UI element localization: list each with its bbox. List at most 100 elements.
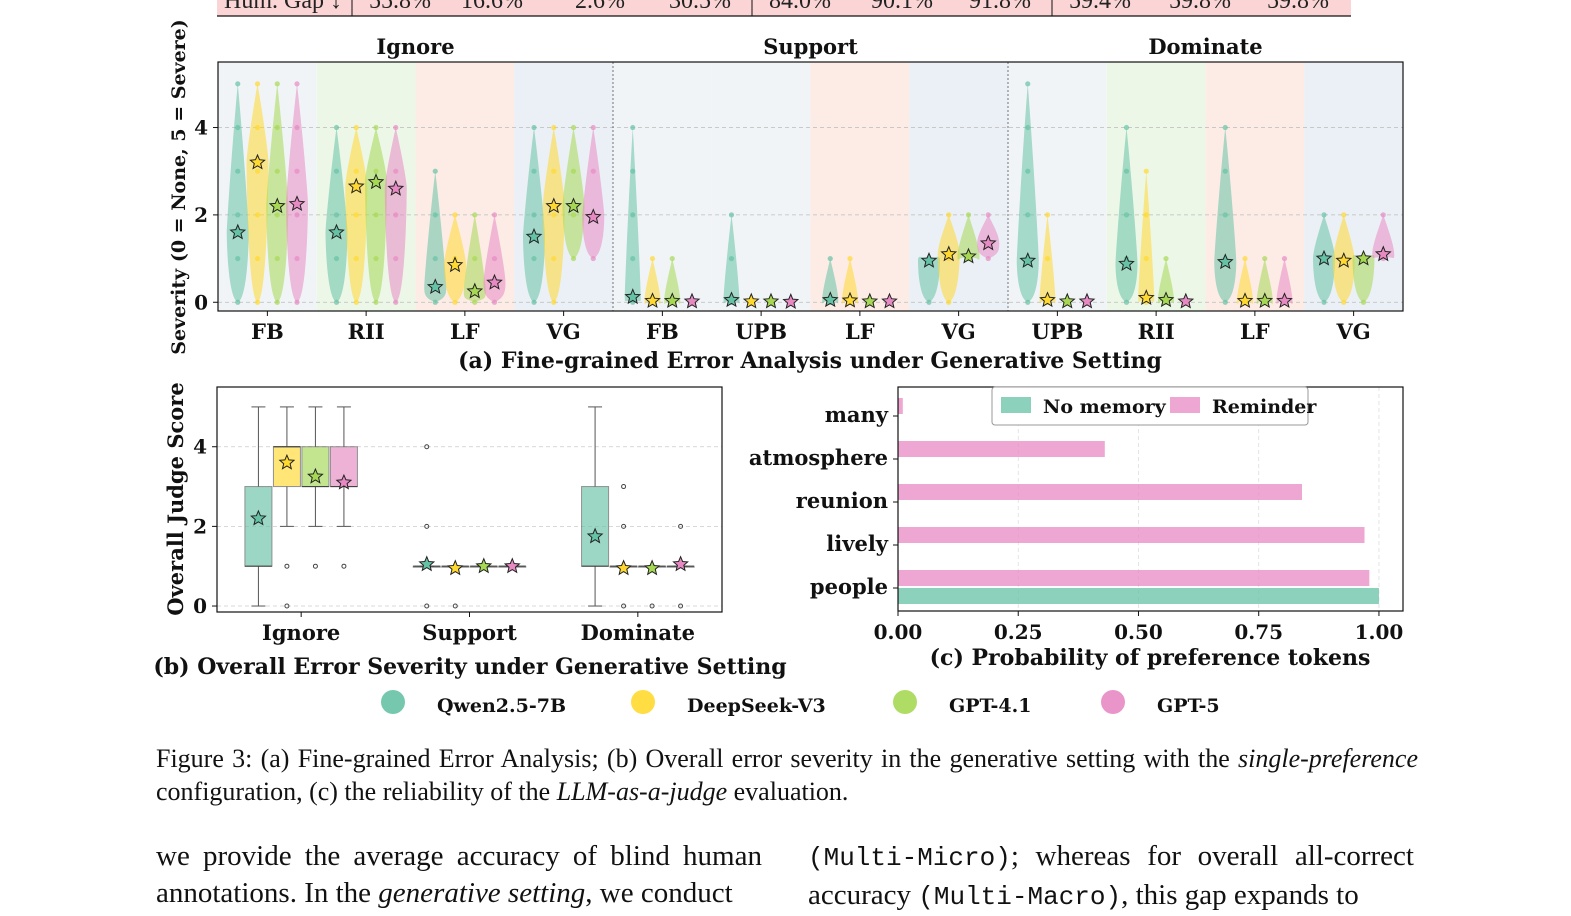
mean-star <box>821 291 839 308</box>
table-cell: 16.6% <box>461 0 523 14</box>
table-cell: 91.8% <box>969 0 1031 14</box>
mean-star <box>1355 249 1372 266</box>
body-column-right: (Multi-Micro); whereas for overall all-c… <box>808 838 1414 916</box>
mean-star <box>288 195 306 212</box>
data-point <box>946 299 952 305</box>
mean-star <box>426 278 444 295</box>
mean-star <box>1039 291 1056 308</box>
mean-star <box>475 557 493 574</box>
table-row-bg <box>217 0 1351 16</box>
y-tick-label: 4 <box>194 116 208 140</box>
y-tick-label: reunion <box>796 488 888 513</box>
data-point <box>531 168 537 174</box>
data-point <box>570 168 577 174</box>
legend-marker <box>1101 690 1125 714</box>
data-point <box>333 255 340 262</box>
data-point <box>531 212 537 218</box>
mean-star <box>387 179 405 196</box>
mean-star <box>672 555 689 572</box>
mean-star <box>723 291 740 308</box>
mean-star <box>307 467 324 484</box>
data-point <box>432 212 438 218</box>
data-point <box>1025 124 1031 131</box>
data-point <box>1321 299 1327 305</box>
mean-star <box>503 557 521 574</box>
violin-body <box>246 83 269 303</box>
data-point <box>294 168 300 174</box>
data-point <box>1360 299 1367 305</box>
outlier <box>312 563 318 569</box>
data-point <box>1341 212 1347 218</box>
data-point <box>1025 168 1031 174</box>
data-point <box>294 81 300 87</box>
legend-marker <box>381 690 405 714</box>
x-tick-label: VG <box>546 319 581 344</box>
data-point <box>472 299 478 305</box>
mean-star <box>1216 253 1234 270</box>
data-point <box>590 124 596 131</box>
mean-star <box>920 252 938 268</box>
mean-star <box>347 177 365 194</box>
legend-label: Reminder <box>1212 396 1317 418</box>
mean-star <box>418 555 436 572</box>
data-point <box>1123 168 1130 174</box>
outlier <box>452 603 458 609</box>
data-point <box>254 255 261 262</box>
mean-star <box>1157 291 1175 308</box>
table-row-label: Hum. Gap ↓ <box>224 0 342 14</box>
data-point <box>254 212 261 218</box>
violin-body <box>286 83 308 303</box>
x-tick-label: RII <box>348 319 385 344</box>
y-tick-label: 0 <box>194 290 208 314</box>
panel-a-title: (a) Fine-grained Error Analysis under Ge… <box>458 348 1162 374</box>
x-tick-label: UPB <box>735 319 787 344</box>
data-point <box>333 299 340 305</box>
data-point <box>926 299 932 305</box>
mean-star <box>446 256 464 273</box>
data-point <box>1123 299 1130 305</box>
mean-star <box>1374 245 1392 262</box>
data-point <box>393 255 399 262</box>
legend-swatch-reminder <box>1170 397 1200 413</box>
x-tick-label: LF <box>450 319 480 344</box>
data-point <box>1044 255 1051 262</box>
data-point <box>1143 212 1149 218</box>
data-point <box>1044 212 1051 218</box>
table-cell: 2.6% <box>575 0 625 14</box>
data-point <box>254 299 261 305</box>
outlier <box>649 603 655 609</box>
data-point <box>728 255 735 262</box>
bar <box>898 398 903 414</box>
legend-swatch-no-memory <box>1001 397 1031 413</box>
panel-c-plot <box>893 386 1404 616</box>
x-tick-label: 1.00 <box>1355 620 1404 644</box>
data-point <box>274 81 280 87</box>
violin-body <box>1237 258 1253 305</box>
data-point <box>472 212 478 218</box>
data-point <box>1143 168 1149 174</box>
legend-label: Qwen2.5-7B <box>437 695 566 717</box>
data-point <box>353 168 359 174</box>
data-point <box>531 255 537 262</box>
caption-emphasis-1: single-preference <box>1238 744 1418 773</box>
data-point <box>235 299 241 305</box>
body-left-text-1: we provide the average accuracy of blind… <box>156 840 762 909</box>
data-point <box>235 255 241 262</box>
data-point <box>472 255 478 262</box>
data-point <box>353 299 359 305</box>
legend-label: No memory <box>1043 396 1167 418</box>
body-column-left: we provide the average accuracy of blind… <box>156 838 762 912</box>
x-tick-label: 0.75 <box>1234 620 1283 644</box>
data-point <box>274 168 280 174</box>
legend-box <box>991 386 1309 426</box>
legend-marker <box>631 690 655 714</box>
data-point <box>235 212 241 218</box>
y-tick-label: lively <box>826 531 888 556</box>
outlier <box>621 603 627 609</box>
data-point <box>531 124 537 131</box>
bar <box>898 484 1302 500</box>
mean-star <box>683 292 701 309</box>
table-cell: 59.4% <box>1069 0 1131 14</box>
group-title-dominate: Dominate <box>1148 34 1262 59</box>
data-point <box>551 168 557 174</box>
